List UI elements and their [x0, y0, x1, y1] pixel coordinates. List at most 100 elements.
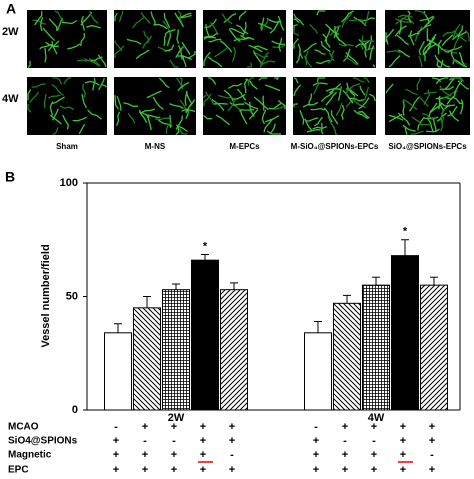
vessel [39, 43, 52, 50]
vessel [146, 90, 162, 99]
bar [391, 255, 419, 411]
vessel [203, 32, 218, 38]
vessel [203, 93, 212, 107]
vessel [305, 51, 309, 65]
vessel [397, 49, 411, 58]
condition-sign: + [171, 421, 177, 433]
vessel [45, 41, 59, 48]
condition-sign: + [313, 435, 319, 447]
bar [220, 289, 248, 411]
vessel [310, 107, 326, 111]
vessel [312, 125, 328, 130]
vessel [265, 115, 280, 123]
x-group-label: 2W [168, 412, 185, 424]
vessel [101, 84, 107, 88]
vessel [419, 15, 434, 22]
vessel [437, 59, 444, 68]
vessel [297, 43, 304, 59]
vessel [231, 46, 236, 62]
vessel [349, 18, 364, 22]
vessel [114, 12, 118, 22]
vessel [388, 113, 403, 123]
vessel [253, 45, 268, 51]
vessel [364, 10, 370, 25]
vessel [277, 99, 286, 110]
bar [304, 332, 332, 411]
vessel [314, 49, 326, 55]
vessel [293, 77, 299, 84]
condition-sign: + [400, 421, 406, 433]
vessel [439, 85, 452, 97]
vessel [341, 12, 353, 28]
significance: * [203, 240, 208, 252]
vessel [31, 83, 46, 88]
vessel [163, 12, 171, 29]
vessel [214, 47, 228, 58]
vessel [258, 77, 268, 81]
vessel [452, 23, 461, 38]
vessel [247, 62, 253, 68]
bar [104, 332, 132, 411]
vessel [181, 108, 196, 113]
condition-sign: - [143, 435, 147, 447]
vessel [61, 19, 78, 25]
vessel [177, 45, 183, 60]
vessel [232, 101, 241, 113]
vessel [164, 44, 175, 52]
vessel [175, 127, 180, 135]
vessel [228, 82, 243, 89]
condition-sign: - [172, 435, 176, 447]
condition-label: SiO4@SPIONs [8, 436, 78, 447]
vessel [179, 99, 187, 113]
condition-sign: - [314, 421, 318, 433]
condition-sign: + [400, 435, 406, 447]
vessel [293, 84, 302, 97]
vessel [264, 84, 281, 92]
vessel [138, 109, 148, 124]
vessel [418, 40, 425, 56]
vessel [177, 10, 183, 24]
condition-sign: - [372, 435, 376, 447]
vessel [416, 77, 422, 91]
vessel [428, 102, 438, 117]
vessel [430, 102, 443, 113]
vessel [369, 45, 375, 61]
vessel [402, 98, 418, 110]
vessel [304, 118, 313, 131]
vessel [401, 17, 415, 25]
vessel [312, 82, 328, 86]
vessel [409, 30, 415, 46]
vessel [146, 115, 152, 131]
vessel [252, 50, 262, 63]
vessel [437, 39, 442, 55]
vessel [435, 77, 449, 85]
vessel [262, 95, 265, 111]
vessel [118, 10, 124, 23]
column-label: M-EPCs [229, 142, 260, 151]
vessel [248, 108, 259, 120]
vessel [355, 40, 370, 48]
vessel [203, 51, 211, 66]
vessel [49, 114, 62, 125]
vessel [426, 117, 434, 133]
condition-sign: + [200, 435, 206, 447]
vessel [454, 58, 468, 68]
vessel [269, 123, 276, 135]
vessel [166, 31, 172, 47]
vessel [388, 114, 404, 121]
vessel [233, 37, 249, 42]
bar [362, 284, 390, 411]
vessel [323, 107, 333, 123]
vessel [271, 40, 286, 46]
vessel [175, 115, 183, 130]
vessel [340, 10, 354, 23]
vessel [395, 18, 411, 23]
vessel [146, 113, 161, 119]
vessel [39, 16, 44, 32]
vessel [84, 80, 100, 86]
vessel [352, 77, 365, 83]
condition-label: EPC [8, 465, 29, 476]
condition-sign: + [142, 421, 148, 433]
y-tick-label: 0 [72, 404, 78, 416]
